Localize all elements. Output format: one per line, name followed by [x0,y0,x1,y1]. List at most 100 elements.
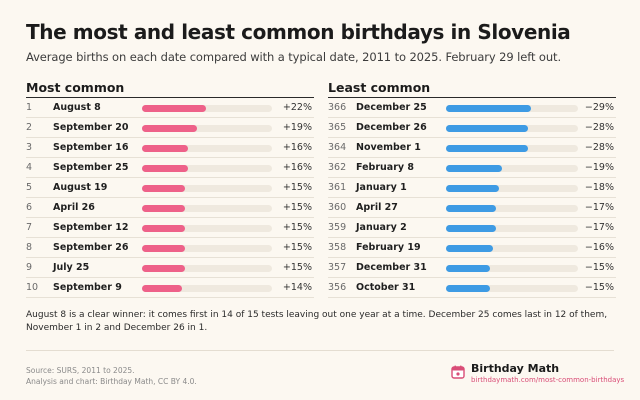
value-label: −16% [584,242,614,253]
most-common-rows: 1 August 8 +22% 2 September 20 +19% 3 September… [26,98,314,298]
rank-label: 2 [26,122,33,133]
value-label: +15% [282,242,312,253]
rank-label: 8 [26,242,33,253]
value-label: +19% [282,122,312,133]
date-label: September 9 [53,282,122,293]
value-label: +15% [282,182,312,193]
bar-track [142,144,272,152]
bar [446,124,529,132]
date-label: November 1 [356,142,421,153]
bar-track [446,124,578,132]
bar-track [446,284,578,292]
bar [446,104,532,112]
value-label: +14% [282,282,312,293]
bar [446,204,496,212]
source-line: Source: SURS, 2011 to 2025. [26,366,135,375]
table-row: 4 September 25 +16% [26,158,314,178]
table-row: 9 July 25 +15% [26,258,314,278]
bar [446,184,499,192]
table-row: 362 February 8 −19% [328,158,616,178]
rank-label: 359 [328,222,347,233]
table-row: 366 December 25 −29% [328,98,616,118]
value-label: −15% [584,282,614,293]
table-row: 10 September 9 +14% [26,278,314,298]
bar [446,264,490,272]
bar-track [142,244,272,252]
footnote: August 8 is a clear winner: it comes fir… [26,310,608,333]
bar [446,164,502,172]
table-row: 356 October 31 −15% [328,278,616,298]
bar [446,224,496,232]
date-label: December 31 [356,262,427,273]
table-row: 2 September 20 +19% [26,118,314,138]
rank-label: 6 [26,202,33,213]
date-label: September 16 [53,142,129,153]
bar-track [142,204,272,212]
bar-track [142,124,272,132]
table-row: 365 December 26 −28% [328,118,616,138]
value-label: −17% [584,222,614,233]
value-label: +15% [282,202,312,213]
rank-label: 7 [26,222,33,233]
bar-track [446,244,578,252]
table-row: 8 September 26 +15% [26,238,314,258]
brand-url[interactable]: birthdaymath.com/most-common-birthdays [471,376,625,384]
brand-name: Birthday Math [471,362,560,375]
date-label: December 25 [356,102,427,113]
rank-label: 3 [26,142,33,153]
rank-label: 10 [26,282,39,293]
rank-label: 9 [26,262,33,273]
bar-track [446,184,578,192]
date-label: August 19 [53,182,108,193]
table-row: 5 August 19 +15% [26,178,314,198]
value-label: −18% [584,182,614,193]
date-label: August 8 [53,102,101,113]
table-row: 364 November 1 −28% [328,138,616,158]
bar-track [446,104,578,112]
value-label: −17% [584,202,614,213]
value-label: −28% [584,122,614,133]
bar [446,244,493,252]
value-label: +22% [282,102,312,113]
rank-label: 365 [328,122,347,133]
rank-label: 360 [328,202,347,213]
date-label: February 19 [356,242,421,253]
table-row: 360 April 27 −17% [328,198,616,218]
bar-track [446,224,578,232]
rank-label: 361 [328,182,347,193]
chart-title: The most and least common birthdays in S… [26,20,571,44]
value-label: +15% [282,222,312,233]
bar-track [142,264,272,272]
value-label: +16% [282,162,312,173]
value-label: −28% [584,142,614,153]
date-label: September 25 [53,162,129,173]
table-row: 358 February 19 −16% [328,238,616,258]
table-row: 359 January 2 −17% [328,218,616,238]
bar [142,144,189,152]
bar [142,224,186,232]
least-common-panel: Least common 366 December 25 −29% 365 Decemb… [328,78,616,298]
date-label: September 26 [53,242,129,253]
table-row: 357 December 31 −15% [328,258,616,278]
value-label: −19% [584,162,614,173]
calendar-icon [451,365,465,379]
bar [446,144,529,152]
date-label: January 2 [356,222,407,233]
date-label: April 26 [53,202,95,213]
source-credit: Source: SURS, 2011 to 2025. Analysis and… [26,365,197,387]
rank-label: 5 [26,182,33,193]
date-label: February 8 [356,162,415,173]
bar-track [446,264,578,272]
bar-track [142,284,272,292]
rank-label: 366 [328,102,347,113]
bar [142,264,186,272]
bar [142,284,183,292]
date-label: September 20 [53,122,129,133]
value-label: +16% [282,142,312,153]
credit-line: Analysis and chart: Birthday Math, CC BY… [26,377,197,386]
bar-track [142,184,272,192]
value-label: +15% [282,262,312,273]
rank-label: 4 [26,162,33,173]
date-label: July 25 [53,262,90,273]
bar-track [142,104,272,112]
